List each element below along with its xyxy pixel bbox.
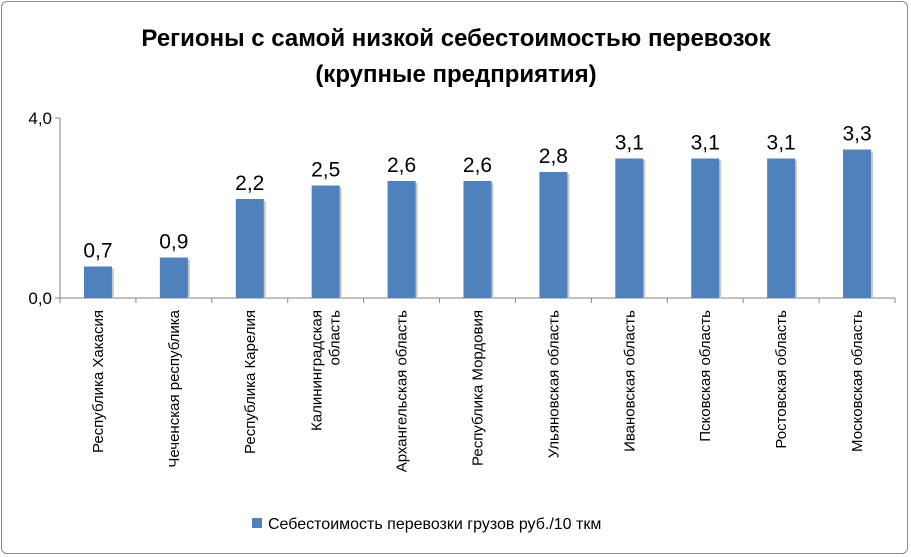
- category-label-line: Московская область: [849, 310, 866, 452]
- category-label: Ивановская область: [621, 310, 638, 452]
- category-label: Калининградскаяобласть: [309, 310, 344, 431]
- category-label-line: Чеченская республика: [166, 309, 183, 467]
- bar: [235, 199, 264, 298]
- bar: [539, 172, 568, 298]
- category-label: Московская область: [849, 310, 866, 452]
- data-label: 3,1: [691, 132, 720, 155]
- category-label: Республика Хакасия: [90, 310, 107, 453]
- bar: [311, 185, 340, 298]
- bar: [691, 158, 720, 298]
- legend-label: Себестоимость перевозки грузов руб./10 т…: [268, 516, 601, 533]
- bar: [615, 158, 644, 298]
- bar: [387, 181, 416, 298]
- bar: [767, 158, 796, 298]
- category-label: Псковская область: [697, 310, 714, 442]
- data-label: 2,6: [463, 154, 492, 177]
- bar: [159, 257, 188, 298]
- data-label: 2,2: [235, 172, 264, 195]
- data-label: 3,1: [767, 132, 796, 155]
- data-label: 2,8: [539, 145, 568, 168]
- category-label-line: Ульяновская область: [545, 310, 562, 458]
- category-label: Чеченская республика: [166, 309, 183, 467]
- bar: [843, 149, 872, 298]
- category-label-line: Ивановская область: [621, 310, 638, 452]
- data-label: 0,9: [159, 231, 188, 254]
- legend: Себестоимость перевозки грузов руб./10 т…: [252, 516, 601, 533]
- data-label: 2,5: [311, 159, 340, 182]
- category-label-line: Республика Хакасия: [90, 310, 107, 453]
- data-label: 3,1: [615, 132, 644, 155]
- plot-area: 0,0 4,0 0,7 Республика Хакасия 0,9 Чеченская …: [28, 109, 896, 472]
- chart-title-line-2: (крупные предприятия): [315, 61, 596, 88]
- category-label-line: область: [327, 310, 344, 366]
- chart-title-line-1: Регионы с самой низкой себестоимостью пе…: [141, 25, 771, 52]
- category-label: Архангельская область: [394, 310, 411, 472]
- category-label-line: Республика Мордовия: [470, 310, 487, 466]
- data-label: 2,6: [387, 154, 416, 177]
- category-label-line: Республика Карелия: [242, 310, 259, 454]
- y-tick-label: 4,0: [28, 109, 52, 128]
- category-label-line: Архангельская область: [394, 310, 411, 472]
- legend-swatch: [252, 518, 262, 528]
- category-label: Республика Мордовия: [470, 310, 487, 466]
- category-label: Республика Карелия: [242, 310, 259, 454]
- category-label: Ростовская область: [773, 310, 790, 449]
- y-tick-label: 0,0: [28, 289, 52, 308]
- category-label: Ульяновская область: [545, 310, 562, 458]
- data-label: 3,3: [842, 123, 871, 146]
- bar: [83, 266, 112, 298]
- bar: [463, 181, 492, 298]
- category-label-line: Ростовская область: [773, 310, 790, 449]
- category-label-line: Псковская область: [697, 310, 714, 442]
- data-label: 0,7: [83, 240, 112, 263]
- category-label-line: Калининградская: [309, 310, 326, 431]
